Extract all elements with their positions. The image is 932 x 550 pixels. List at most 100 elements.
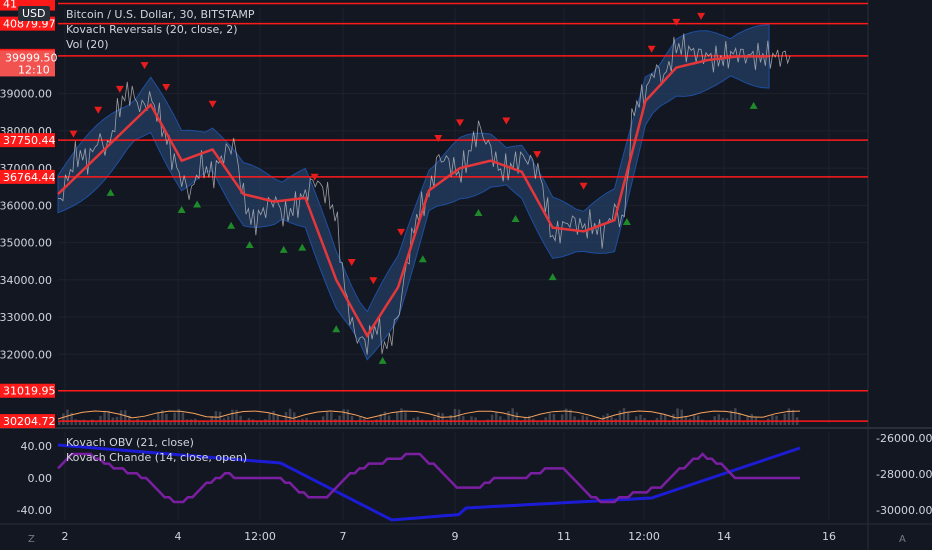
volume-bar	[507, 411, 510, 425]
volume-bar	[540, 421, 543, 425]
volume-bar	[503, 419, 506, 425]
volume-bar	[280, 420, 284, 425]
volume-bar	[565, 408, 568, 425]
buy-marker	[378, 356, 387, 364]
volume-bar	[466, 420, 469, 425]
legend-volume[interactable]: Vol (20)	[66, 38, 109, 51]
timezone-icon[interactable]: Z	[28, 534, 35, 545]
sell-marker	[579, 182, 588, 190]
currency-button[interactable]: USD	[18, 6, 50, 21]
level-badge	[0, 133, 55, 148]
main-legend: Bitcoin / U.S. Dollar, 30, BITSTAMP Kova…	[66, 7, 255, 52]
volume-bar	[375, 419, 378, 425]
volume-bar	[66, 409, 69, 425]
level-label: 37750.44	[3, 134, 56, 147]
volume-bar	[482, 421, 486, 425]
volume-bar	[387, 415, 391, 425]
volume-bar	[214, 411, 218, 425]
volume-bar	[161, 410, 164, 425]
volume-bars	[57, 408, 801, 425]
buy-marker	[749, 101, 758, 109]
volume-bar	[602, 415, 605, 425]
volume-bar	[556, 420, 560, 425]
volume-bar	[791, 409, 795, 425]
volume-bar	[346, 409, 350, 425]
buy-marker	[193, 200, 202, 208]
legend-kovach-reversals[interactable]: Kovach Reversals (20, close, 2)	[66, 23, 238, 36]
volume-bar	[536, 421, 539, 425]
volume-bar	[177, 409, 181, 425]
volume-bar	[779, 421, 782, 425]
buy-marker	[332, 325, 341, 333]
buy-marker	[298, 243, 307, 251]
volume-bar	[614, 418, 617, 425]
volume-ma-line	[57, 410, 801, 420]
volume-bar	[742, 421, 745, 425]
volume-bar	[165, 413, 168, 425]
volume-bar	[255, 421, 259, 425]
buy-marker	[622, 217, 631, 225]
volume-bar	[639, 414, 642, 425]
kovach-band	[57, 24, 770, 361]
lower-right-tick-label: -26000.00	[876, 432, 932, 445]
volume-bar	[272, 410, 275, 425]
level-label: 30204.72	[3, 415, 56, 428]
time-axis: 2 4 12:00 7 9 11 12:00 14 16	[62, 530, 837, 543]
buy-marker	[106, 188, 115, 196]
legend-kovach-chande[interactable]: Kovach Chande (14, close, open)	[66, 451, 248, 464]
volume-bar	[771, 415, 774, 425]
sell-marker	[162, 84, 171, 92]
time-tick-label: 11	[557, 530, 571, 543]
price-axis: 32000.00 33000.00 34000.00 35000.00 36000.00…	[0, 0, 932, 517]
sell-marker	[369, 277, 378, 285]
buy-marker	[245, 241, 254, 249]
volume-bar	[486, 419, 490, 425]
volume-bar	[78, 419, 82, 425]
kovach-reversals-line	[57, 55, 770, 339]
volume-bar	[729, 410, 733, 425]
volume-bar	[618, 410, 622, 425]
volume-bar	[552, 413, 556, 425]
volume-bar	[58, 422, 61, 425]
volume-bar	[560, 414, 564, 425]
volume-bar	[334, 419, 337, 425]
volume-bar	[90, 419, 94, 425]
volume-bar	[626, 412, 630, 425]
band-area	[57, 24, 770, 361]
volume-bar	[688, 418, 692, 425]
buy-marker	[279, 245, 288, 253]
volume-bar	[441, 413, 444, 425]
volume-bar	[408, 419, 411, 425]
volume-bar	[490, 414, 494, 425]
lower-left-tick-label: 40.00	[21, 440, 53, 453]
volume-bar	[284, 411, 288, 425]
volume-bar	[325, 411, 329, 425]
volume-bar	[429, 421, 432, 425]
volume-bar	[532, 418, 535, 425]
volume-bar	[734, 408, 737, 425]
volume-bar	[746, 415, 749, 425]
volume-bar	[317, 421, 321, 425]
legend-kovach-obv[interactable]: Kovach OBV (21, close)	[66, 436, 194, 449]
volume-bar	[445, 419, 448, 425]
volume-bar	[449, 415, 453, 425]
volume-bar	[569, 409, 572, 425]
volume-bar	[589, 420, 593, 425]
volume-bar	[668, 421, 671, 425]
auto-scale-icon[interactable]: A	[899, 534, 906, 545]
volume-bar	[696, 415, 700, 425]
volume-bar	[396, 411, 399, 425]
sell-marker	[347, 259, 356, 267]
volume-bar	[107, 410, 110, 425]
volume-bar	[136, 418, 139, 425]
volume-bar	[313, 421, 317, 425]
volume-bar	[762, 421, 766, 425]
level-lines	[58, 2, 868, 422]
volume-bar	[185, 419, 189, 425]
lower-legend: Kovach OBV (21, close) Kovach Chande (14…	[66, 435, 247, 465]
volume-bar	[672, 414, 675, 425]
volume-bar	[511, 408, 514, 425]
time-tick-label: 7	[340, 530, 347, 543]
lower-left-tick-label: -40.00	[17, 504, 52, 517]
